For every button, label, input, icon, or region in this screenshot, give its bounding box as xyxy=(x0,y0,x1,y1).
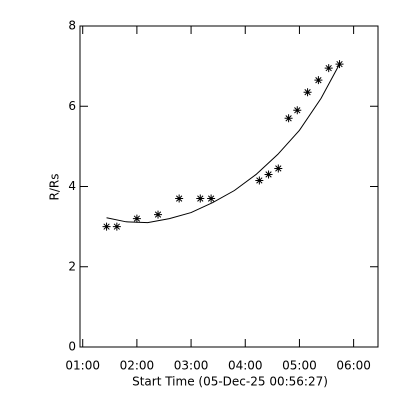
asterisk-marker xyxy=(303,88,312,97)
x-tick-label: 02:00 xyxy=(120,359,155,373)
asterisk-marker xyxy=(112,222,121,231)
asterisk-marker xyxy=(293,106,302,115)
asterisk-marker xyxy=(175,194,184,203)
asterisk-marker xyxy=(274,164,283,173)
asterisk-marker xyxy=(196,194,205,203)
asterisk-marker xyxy=(335,60,344,69)
x-tick-label: 05:00 xyxy=(282,359,317,373)
x-tick-label: 04:00 xyxy=(228,359,263,373)
y-tick-label: 2 xyxy=(68,259,76,273)
x-tick-label: 03:00 xyxy=(174,359,209,373)
asterisk-marker xyxy=(284,114,293,123)
fit-line xyxy=(106,63,340,224)
x-axis-title: Start Time (05-Dec-25 00:56:27) xyxy=(132,375,328,389)
asterisk-marker xyxy=(324,64,333,73)
asterisk-marker xyxy=(264,170,273,179)
y-tick-label: 6 xyxy=(68,99,76,113)
y-tick-label: 4 xyxy=(68,179,76,193)
asterisk-marker xyxy=(102,222,111,231)
asterisk-marker xyxy=(154,210,163,219)
asterisk-marker xyxy=(255,176,264,185)
x-tick-label: 06:00 xyxy=(336,359,371,373)
y-tick-label: 0 xyxy=(68,340,76,354)
asterisk-marker xyxy=(314,76,323,85)
asterisk-marker xyxy=(132,214,141,223)
y-axis-title: R/Rs xyxy=(48,174,62,201)
x-tick-label: 01:00 xyxy=(65,359,100,373)
asterisk-marker xyxy=(207,194,216,203)
y-tick-label: 8 xyxy=(68,19,76,33)
